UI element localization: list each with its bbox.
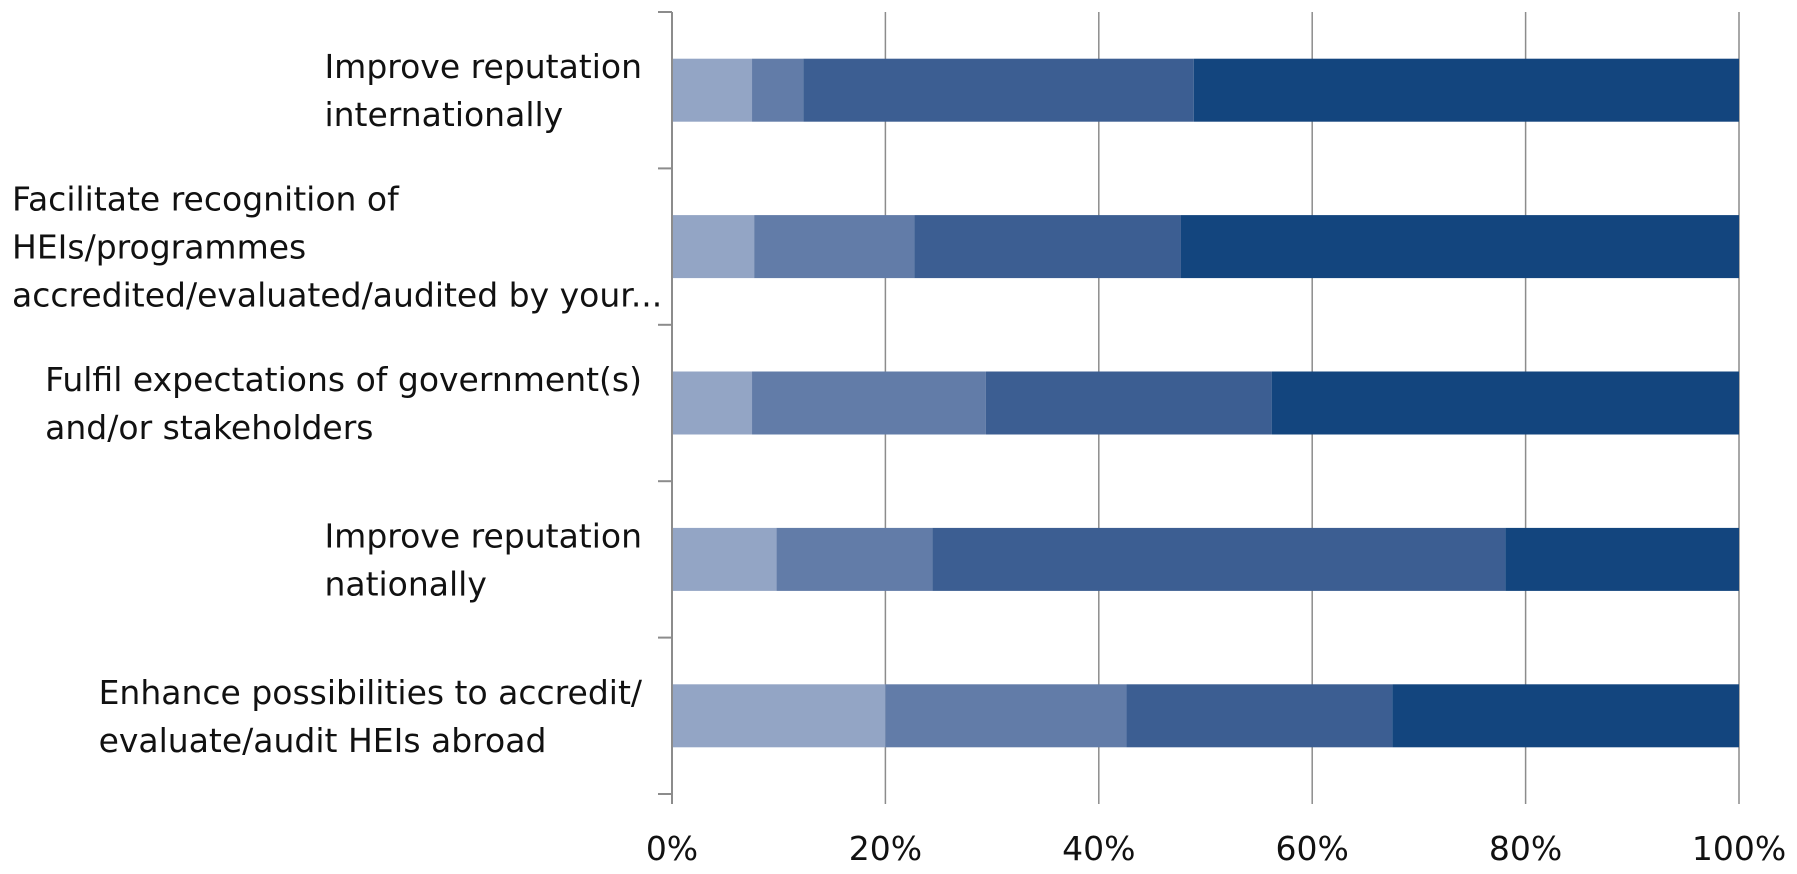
category-label-line: Improve reputation [324,47,642,86]
bar-segment [914,215,1181,279]
category-label-line: internationally [324,95,563,134]
bar-segment [672,58,753,122]
category-label-line: HEIs/programmes [12,228,306,267]
bar-segment [1126,684,1393,748]
bar-segment [752,58,804,122]
bar-segment [1193,58,1739,122]
bar-segment [803,58,1194,122]
bar-segment [672,371,753,435]
category-label-line: Enhance possibilities to accredit/ [99,673,643,712]
bar-segment [754,215,915,279]
axes [658,11,673,804]
bar-segment [752,371,986,435]
x-tick-label: 20% [849,829,922,868]
category-labels: Improve reputation internationally Facilit… [12,47,662,760]
x-tick-label: 80% [1489,829,1562,868]
bar-segment [776,527,933,591]
bar-segment [672,684,886,748]
x-tick-label: 40% [1062,829,1135,868]
bar-segment [985,371,1272,435]
bar-segment [672,215,755,279]
category-label-line: and/or stakeholders [45,408,373,447]
category-label-line: Fulfil expectations of government(s) [45,360,642,399]
bars [672,58,1739,748]
x-tick-label: 100% [1692,829,1786,868]
x-tick-label: 0% [646,829,698,868]
x-tick-labels: 0% 20% 40% 60% 80% 100% [646,829,1786,868]
bar-segment [1505,527,1739,591]
bar-segment [932,527,1506,591]
bar-segment [672,527,777,591]
bar-segment [1392,684,1739,748]
bar-segment [1271,371,1739,435]
category-label-line: nationally [324,564,486,603]
x-tick-label: 60% [1276,829,1349,868]
category-label: Fulfil expectations of government(s) and/… [45,360,642,447]
category-label-line: Improve reputation [324,516,642,555]
category-label-line: accredited/evaluated/audited by your... [12,276,662,315]
category-label: Enhance possibilities to accredit/evalua… [99,673,643,760]
category-label-line: Facilitate recognition of [12,180,400,219]
bar-segment [885,684,1127,748]
category-label: Improve reputation internationally [324,47,642,134]
category-label: Improve reputation nationally [324,516,642,603]
category-label: Facilitate recognition of HEIs/programmes… [12,180,662,315]
bar-segment [1180,215,1739,279]
category-label-line: evaluate/audit HEIs abroad [99,721,547,760]
